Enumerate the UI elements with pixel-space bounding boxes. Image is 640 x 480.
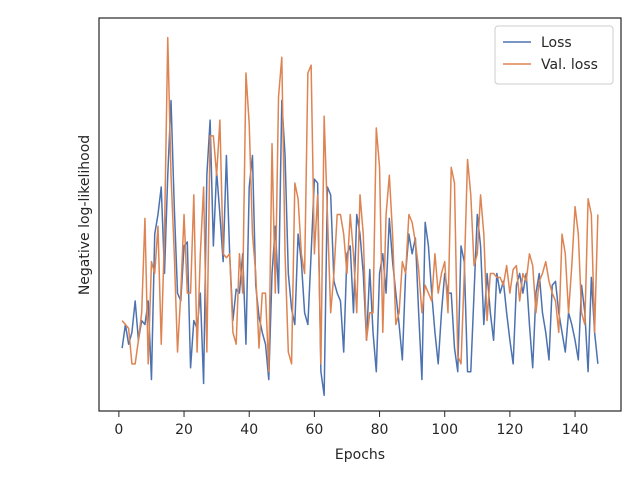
x-tick-label: 60 <box>305 422 323 438</box>
x-tick-label: 100 <box>431 422 458 438</box>
x-tick-label: 0 <box>114 422 123 438</box>
x-tick-label: 40 <box>240 422 258 438</box>
y-axis-label: Negative log-likelihood <box>77 135 93 295</box>
legend-label: Loss <box>541 35 572 51</box>
legend-box <box>494 25 614 85</box>
x-axis-label: Epochs <box>335 447 385 463</box>
legend-label: Val. loss <box>541 57 598 73</box>
x-tick-label: 80 <box>371 422 389 438</box>
line-series <box>121 36 599 373</box>
plot-frame <box>98 17 622 412</box>
line-series <box>121 99 599 397</box>
x-tick-label: 120 <box>497 422 524 438</box>
x-tick-label: 20 <box>175 422 193 438</box>
x-tick-label: 140 <box>562 422 589 438</box>
